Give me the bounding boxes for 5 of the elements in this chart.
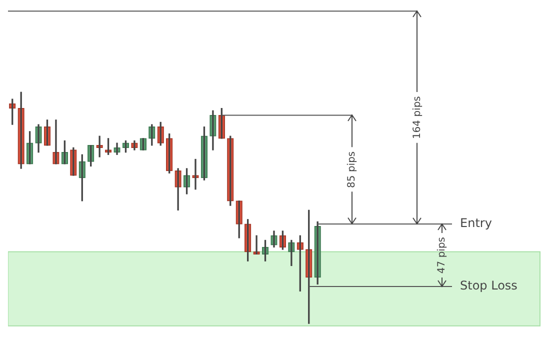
ref-line-label: Entry [460, 216, 492, 230]
ref-line-label: Stop Loss [460, 278, 518, 293]
text: 47 pips [436, 236, 448, 274]
text: 85 pips [346, 151, 358, 188]
text: 164 pips [412, 96, 423, 140]
